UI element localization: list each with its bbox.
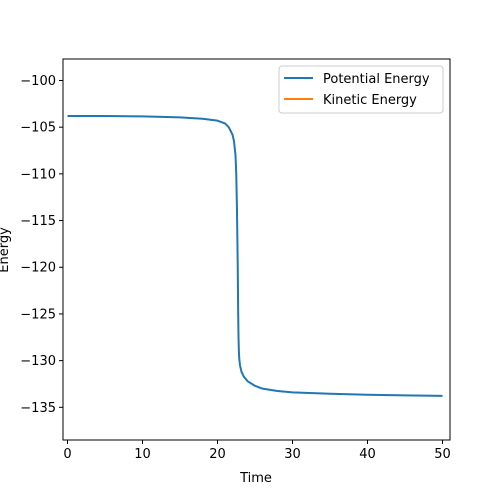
series-layer [67,114,443,397]
x-tick-label: 40 [359,447,376,462]
tick-layer: 0 10 20 30 40 50 −100 −105 −110 −115 −120 −125 −130 −… [20,74,450,462]
x-tick-label: 0 [63,447,71,462]
x-tick-label: 20 [209,447,226,462]
legend: Potential Energy Kinetic Energy [278,65,444,114]
y-tick-label: −135 [20,401,56,416]
y-axis-label: Energy [0,227,12,273]
y-tick-label: −110 [20,167,56,182]
y-tick-label: −100 [20,74,56,89]
plot-frame [62,58,451,441]
x-tick-label: 50 [434,447,451,462]
x-tick-label: 30 [284,447,301,462]
x-axis-label: Time [239,471,272,486]
y-tick-label: −120 [20,261,56,276]
legend-label-potential-energy: Potential Energy [323,72,430,87]
y-tick-label: −130 [20,354,56,369]
y-tick-label: −105 [20,121,56,136]
y-tick-label: −125 [20,307,56,322]
legend-box [278,65,444,114]
series-line-potential-energy [67,114,443,397]
y-tick-label: −115 [20,214,56,229]
legend-label-kinetic-energy: Kinetic Energy [323,93,417,108]
plot-area [63,59,450,440]
x-tick-label: 10 [134,447,151,462]
